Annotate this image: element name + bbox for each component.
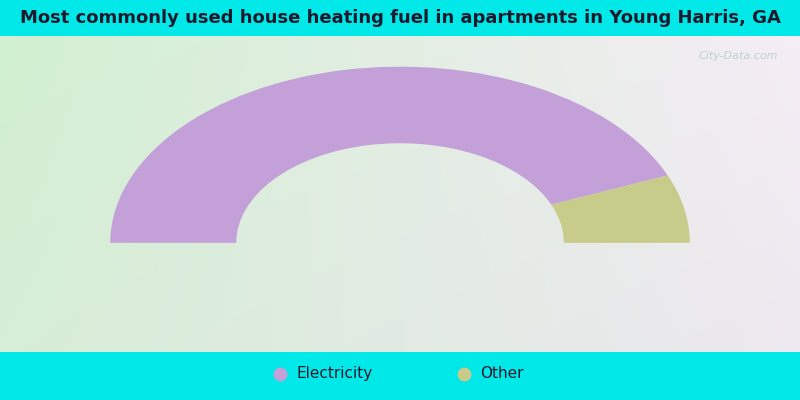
Text: City-Data.com: City-Data.com <box>698 51 778 61</box>
Text: Electricity: Electricity <box>296 366 372 381</box>
Text: Other: Other <box>480 366 523 381</box>
Text: Most commonly used house heating fuel in apartments in Young Harris, GA: Most commonly used house heating fuel in… <box>19 9 781 27</box>
Wedge shape <box>110 67 668 243</box>
Wedge shape <box>551 176 690 243</box>
